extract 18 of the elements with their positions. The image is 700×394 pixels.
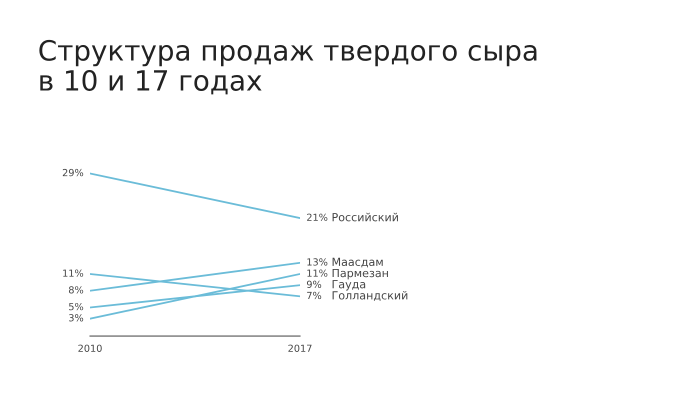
data-label: 5% xyxy=(69,302,84,310)
data-label: 11% xyxy=(63,269,84,277)
data-label: 29% xyxy=(62,168,84,176)
data-label: 3% xyxy=(69,314,84,322)
chart-title: Структура продаж твердого сыра в 10 и 17 годах xyxy=(39,40,536,94)
data-label: 21% xyxy=(307,214,328,221)
text: Голландский xyxy=(332,290,408,301)
data-label: 8% xyxy=(68,286,84,294)
data-label: 7% xyxy=(307,292,322,300)
text: Пармезан xyxy=(332,268,388,280)
text: Гауда xyxy=(332,280,366,291)
text: Маасдам xyxy=(332,258,383,268)
text: Российский xyxy=(332,212,398,222)
data-label: 11% xyxy=(307,269,328,277)
data-label: 9% xyxy=(306,280,322,288)
x-tick-label: 2010 xyxy=(78,344,102,352)
data-label: 13% xyxy=(307,258,328,266)
x-tick-label: 2017 xyxy=(288,344,312,352)
